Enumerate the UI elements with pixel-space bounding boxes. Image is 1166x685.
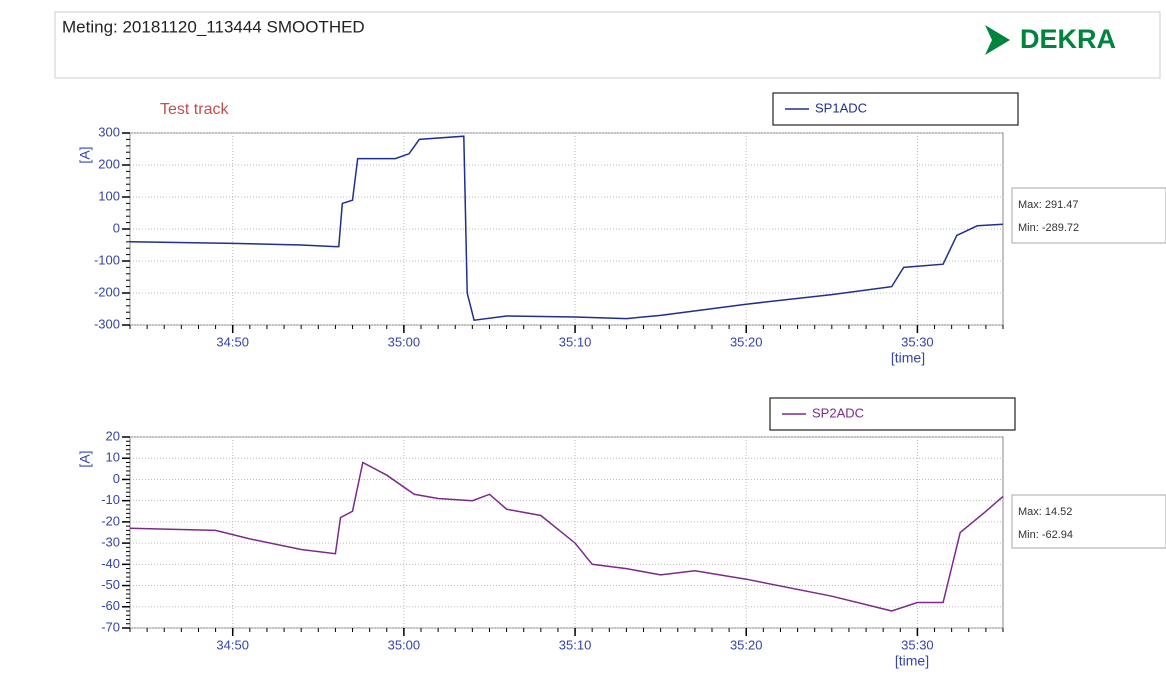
y-tick-label: 20 <box>106 428 120 443</box>
y-tick-label: -60 <box>101 598 120 613</box>
y-tick-label: 0 <box>113 220 120 235</box>
y-tick-label: 0 <box>113 471 120 486</box>
x-axis-label: [time] <box>895 653 929 669</box>
x-tick-label: 35:20 <box>730 334 763 349</box>
legend-label: SP1ADC <box>815 100 867 115</box>
y-tick-label: 100 <box>98 188 120 203</box>
y-tick-label: -100 <box>94 252 120 267</box>
y-tick-label: -50 <box>101 577 120 592</box>
y-axis-label: [A] <box>77 146 93 163</box>
legend-label: SP2ADC <box>812 405 864 420</box>
x-tick-label: 34:50 <box>216 637 249 652</box>
stats-box <box>1011 494 1166 549</box>
y-tick-label: -40 <box>101 556 120 571</box>
x-tick-label: 35:10 <box>559 637 592 652</box>
stats-box <box>1011 187 1166 244</box>
plot-area <box>129 436 1004 629</box>
series-line <box>129 461 1004 612</box>
series-line <box>129 135 1004 322</box>
y-tick-label: -10 <box>101 492 120 507</box>
header-title: Meting: 20181120_113444 SMOOTHED <box>62 17 365 36</box>
x-tick-label: 35:30 <box>901 334 934 349</box>
x-tick-label: 35:00 <box>388 637 421 652</box>
y-tick-label: -200 <box>94 284 120 299</box>
annotation: Test track <box>160 101 229 118</box>
x-tick-label: 34:50 <box>216 334 249 349</box>
logo-icon <box>985 25 1010 55</box>
x-tick-label: 35:30 <box>901 637 934 652</box>
x-tick-label: 35:20 <box>730 637 763 652</box>
y-tick-label: -300 <box>94 316 120 331</box>
stats-label: Max: 14.52 <box>1018 506 1072 518</box>
y-tick-label: 300 <box>98 124 120 139</box>
y-axis-label: [A] <box>77 450 93 467</box>
x-tick-label: 35:10 <box>559 334 592 349</box>
y-tick-label: -70 <box>101 619 120 634</box>
y-tick-label: 10 <box>106 450 120 465</box>
stats-label: Max: 291.47 <box>1018 199 1079 211</box>
logo-text: DEKRA <box>1020 24 1116 54</box>
y-tick-label: 200 <box>98 156 120 171</box>
legend-box <box>772 92 1019 126</box>
y-tick-label: -30 <box>101 535 120 550</box>
stats-label: Min: -62.94 <box>1018 529 1073 541</box>
x-axis-label: [time] <box>891 350 925 366</box>
y-tick-label: -20 <box>101 513 120 528</box>
stats-label: Min: -289.72 <box>1018 222 1079 234</box>
legend-box <box>769 397 1016 431</box>
plot-area <box>129 132 1004 326</box>
x-tick-label: 35:00 <box>388 334 421 349</box>
header-box <box>54 11 1161 79</box>
